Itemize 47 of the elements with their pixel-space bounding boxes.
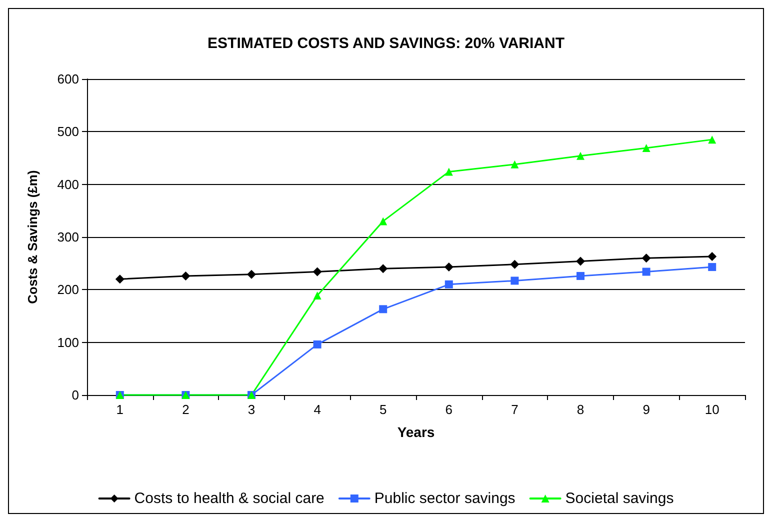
legend-label: Public sector savings [374,490,516,507]
x-tick-label: 10 [704,402,720,417]
x-tick-label: 8 [576,402,584,417]
x-axis-title: Years [397,424,435,440]
legend-label: Societal savings [565,490,674,507]
x-tick-label: 3 [248,402,256,417]
point [576,272,584,280]
x-tick-label: 9 [642,402,650,417]
point [444,280,453,288]
point [510,260,520,269]
chart-title: ESTIMATED COSTS AND SAVINGS: 20% VARIANT [208,35,564,52]
point [642,144,650,152]
point [378,264,388,274]
point [247,270,256,279]
y-tick-label: 0 [72,388,79,402]
point [313,291,322,300]
y-tick-label: 100 [57,334,79,350]
point [708,263,716,272]
x-tick-label: 1 [116,402,124,417]
x-tick-label: 2 [182,402,190,417]
point [642,254,651,263]
y-tick-label: 300 [57,230,79,244]
y-axis-title: Costs & Savings (£m) [25,170,40,304]
x-tick-label: 4 [314,402,321,417]
point [510,160,519,168]
point [379,305,388,314]
point [708,252,717,261]
y-tick-label: 600 [57,72,79,86]
y-tick-label: 400 [57,176,79,192]
y-tick-label: 500 [57,124,79,140]
x-tick-label: 6 [445,402,453,417]
point [444,262,454,272]
point [576,256,585,266]
point [642,268,650,276]
point [115,274,124,284]
legend-label: Costs to health & social care [134,490,324,507]
x-tick-label: 5 [379,402,387,417]
point [181,271,190,280]
point [510,276,519,285]
x-tick-label: 7 [511,402,518,417]
point [313,340,322,348]
point [312,267,322,276]
y-tick-label: 200 [57,282,79,298]
point [576,152,584,160]
point [379,217,388,226]
point [708,136,716,144]
point [444,168,453,176]
